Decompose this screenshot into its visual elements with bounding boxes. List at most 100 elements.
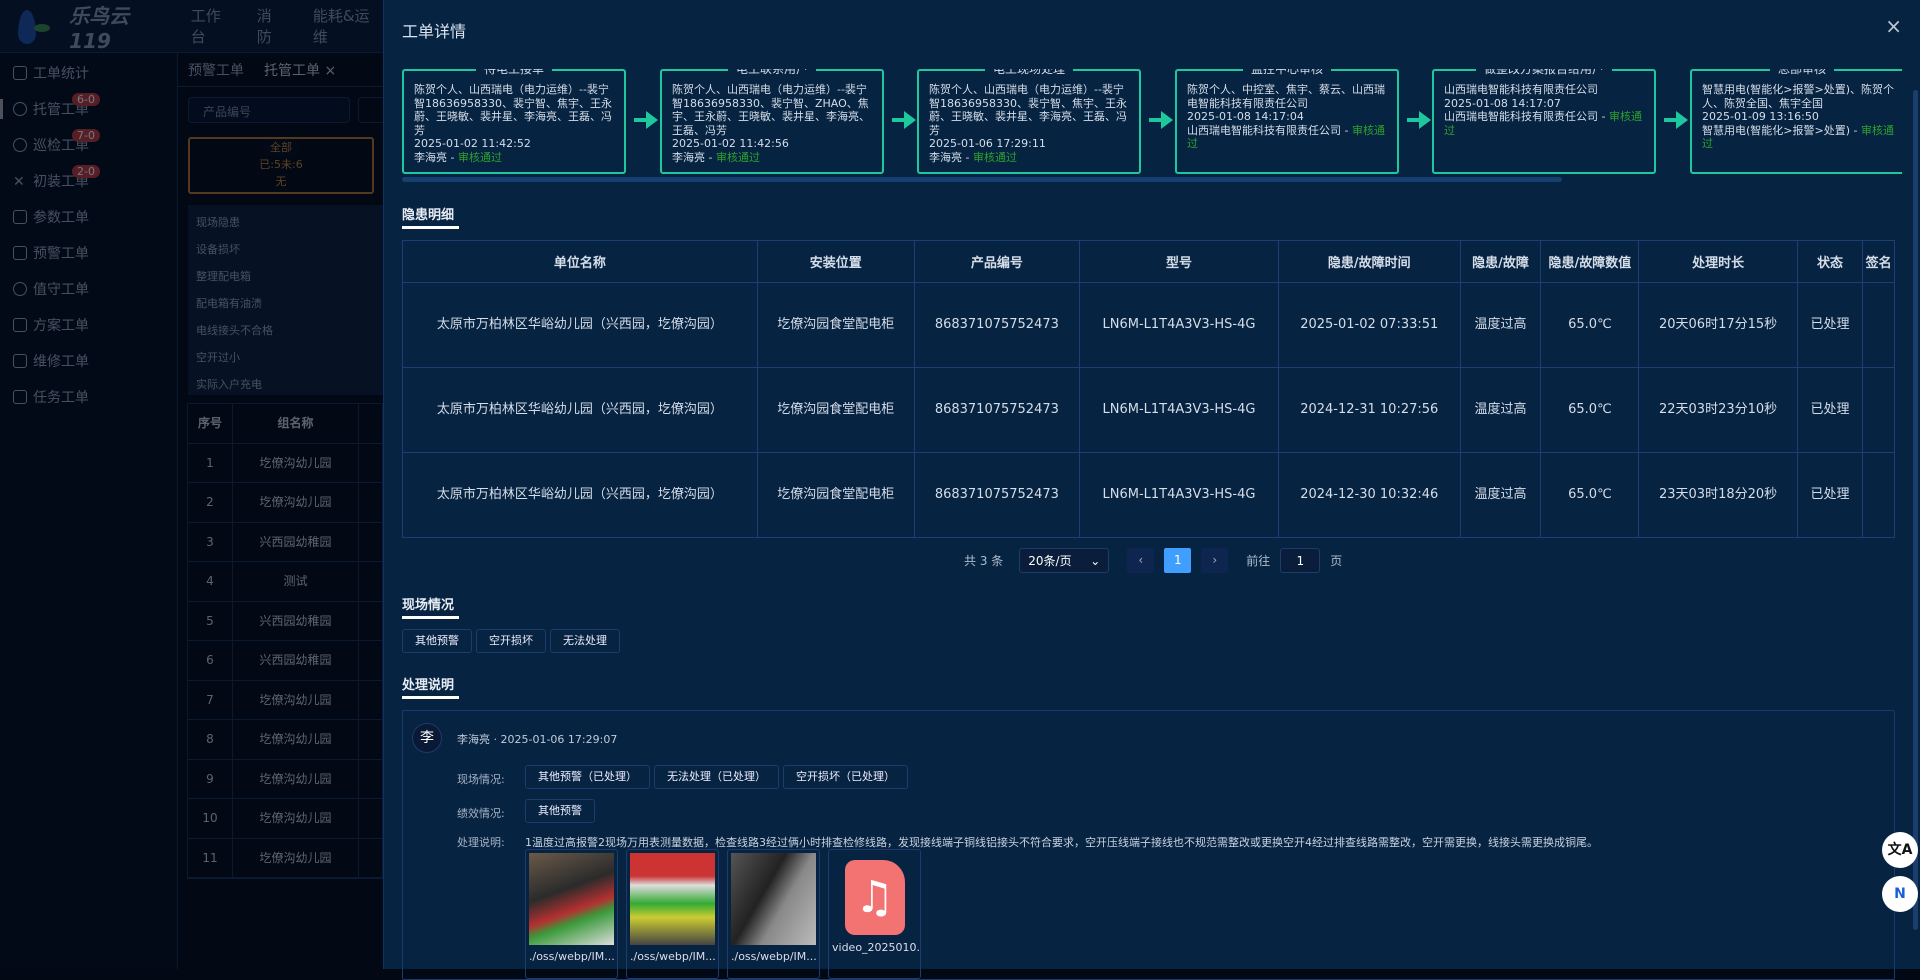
step-time: 2025-01-02 11:42:52 [414, 137, 531, 150]
cell-index: 7 [188, 680, 233, 719]
page-1-button[interactable]: 1 [1164, 548, 1192, 573]
step-title: 待电工接单 [475, 69, 552, 76]
step-result: 山西瑞电智能科技有限责任公司 - 审核通过 [1444, 110, 1644, 137]
table-cell: 太原市万柏林区华峪幼儿园（兴西园，圪僚沟园） [402, 282, 758, 368]
photo [731, 853, 816, 945]
category-item[interactable]: 电线接头不合格 [196, 324, 273, 337]
column-header: 安装位置 [756, 240, 915, 283]
prev-page-button[interactable]: ‹ [1127, 548, 1155, 573]
step-title: 监控中心审核 [1242, 69, 1331, 76]
step-title: 做整改方案报告给用户 [1475, 69, 1612, 76]
scene-tags: 其他预警 空开损坏 无法处理 [402, 629, 624, 653]
category-item[interactable]: 空开过小 [196, 351, 240, 364]
video-attachment[interactable]: ♫ video_2025010... [828, 849, 921, 979]
step-card: 做整改方案报告给用户 山西瑞电智能科技有限责任公司 2025-01-08 14:17… [1432, 69, 1656, 174]
table-row[interactable]: 3 兴西园幼稚园 [188, 522, 382, 562]
table-cell: 已处理 [1796, 367, 1864, 453]
step-people: 陈贺个人、山西瑞电（电力运维）--裴宁智18636958330、裴宁智、焦宇、王… [929, 83, 1127, 137]
nav-fire[interactable]: 消 防 [256, 7, 272, 46]
edit-icon [13, 318, 27, 332]
table-row[interactable]: 9 圪僚沟幼儿园 [188, 759, 382, 799]
label: 初装工单 [33, 174, 89, 190]
goto-label: 前往 [1246, 554, 1271, 568]
sidebar-item-params[interactable]: 参数工单 [0, 199, 177, 235]
label: 巡检工单 [33, 138, 89, 154]
clock-icon [13, 282, 27, 296]
category-item[interactable]: 实际入户充电 [196, 378, 262, 391]
sidebar-item-duty[interactable]: 值守工单 [0, 271, 177, 307]
sidebar-item-inspection[interactable]: 巡检工单 7-0 [0, 127, 177, 163]
step-title: 电工联系用户 [727, 69, 816, 76]
file-name: ./oss/webp/IM... [630, 950, 716, 963]
plugin-icon[interactable]: N [1882, 876, 1918, 912]
process-description: 1温度过高报警2现场万用表测量数据，检查线路3经过俩小时排查检修线路，发现接线端… [525, 836, 1598, 849]
table-row[interactable]: 10 圪僚沟幼儿园 [188, 799, 382, 839]
image-attachment[interactable]: ./oss/webp/IM... [727, 849, 820, 979]
sidebar-item-install[interactable]: ✕ 初装工单 2-0 [0, 163, 177, 199]
step-people: 陈贺个人、山西瑞电（电力运维）--裴宁智18636958330、裴宁智、ZHAO… [672, 83, 870, 137]
cell-group: 圪僚沟幼儿园 [233, 759, 359, 798]
cell-group: 兴西园幼稚园 [233, 522, 359, 561]
table-cell [1862, 282, 1895, 368]
step-card: 电工联系用户陈贺个人、山西瑞电（电力运维）--裴宁智18636958330、裴宁… [660, 69, 884, 174]
table-row[interactable]: 2 圪僚沟幼儿园 [188, 483, 382, 523]
tab-managed[interactable]: 托管工单 × [264, 60, 336, 80]
category-item[interactable]: 整理配电箱 [196, 270, 251, 283]
section-scene: 现场情况 [402, 594, 460, 619]
cell-index: 6 [188, 641, 233, 680]
next-page-button[interactable]: › [1201, 548, 1229, 573]
label: 维修工单 [33, 354, 89, 370]
table-row[interactable]: 4 测试 [188, 562, 382, 602]
repair-icon [13, 354, 27, 368]
image-attachment[interactable]: ./oss/webp/IM... [525, 849, 618, 979]
table-cell: 65.0℃ [1540, 282, 1640, 368]
nav-energy[interactable]: 能耗&运维 [312, 7, 370, 46]
page-size-value: 20条/页 [1028, 554, 1072, 568]
step-actor: 李海亮 - [414, 150, 458, 164]
record-scene-tag: 空开损坏（已处理） [783, 765, 908, 789]
table-row[interactable]: 6 兴西园幼稚园 [188, 641, 382, 681]
table-row[interactable]: 8 圪僚沟幼儿园 [188, 720, 382, 760]
table-row[interactable]: 5 兴西园幼稚园 [188, 601, 382, 641]
table-cell: 2025-01-02 07:33:51 [1277, 282, 1461, 368]
nav-workbench[interactable]: 工作台 [190, 7, 221, 46]
all-title: 全部 [264, 139, 298, 156]
sidebar-item-repair[interactable]: 维修工单 [0, 343, 177, 379]
image-attachment[interactable]: ./oss/webp/IM... [626, 849, 719, 979]
table-cell: 2024-12-30 10:32:46 [1277, 452, 1461, 538]
table-row: 太原市万柏林区华峪幼儿园（兴西园，圪僚沟园） 圪僚沟园食堂配电柜 868371075… [402, 282, 1895, 368]
table-cell: 太原市万柏林区华峪幼儿园（兴西园，圪僚沟园） [402, 367, 758, 453]
cell-group: 圪僚沟幼儿园 [233, 443, 359, 482]
table-row: 太原市万柏林区华峪幼儿园（兴西园，圪僚沟园） 圪僚沟园食堂配电柜 868371075… [402, 452, 1895, 538]
page-tabs: 预警工单 托管工单 × [178, 53, 383, 87]
all-extra: 无 [275, 175, 287, 188]
sidebar-item-warning[interactable]: 预警工单 [0, 235, 177, 271]
count-badge: 7-0 [72, 129, 100, 142]
table-cell [1862, 452, 1895, 538]
table-row[interactable]: 7 圪僚沟幼儿园 [188, 680, 382, 720]
goto-page-input[interactable]: 1 [1280, 548, 1321, 573]
arrow-right-icon [892, 111, 916, 129]
cell-index: 11 [188, 838, 233, 877]
table-cell: 已处理 [1796, 282, 1864, 368]
sidebar-item-managed[interactable]: 托管工单 6-0 [0, 91, 177, 127]
close-icon[interactable]: × [1885, 14, 1902, 38]
table-row[interactable]: 1 圪僚沟幼儿园 [188, 443, 382, 483]
product-number-input[interactable]: 产品编号 [188, 97, 350, 123]
steps-scrollbar[interactable] [402, 177, 1562, 182]
category-item[interactable]: 设备损坏 [196, 243, 240, 256]
sidebar-item-plan[interactable]: 方案工单 [0, 307, 177, 343]
table-row[interactable]: 11 圪僚沟幼儿园 [188, 838, 382, 878]
translate-icon[interactable]: 文A [1882, 832, 1918, 868]
page-size-select[interactable]: 20条/页 ⌄ [1019, 548, 1110, 573]
drawer-scrollbar[interactable] [1913, 90, 1918, 930]
all-filter-card[interactable]: 全部 已:5未:6 无 [188, 137, 374, 194]
arrow-right-icon [1664, 111, 1688, 129]
tab-warning[interactable]: 预警工单 [188, 62, 244, 79]
sidebar-item-stats[interactable]: 工单统计 [0, 55, 177, 91]
record-scene-tags: 其他预警（已处理） 无法处理（已处理） 空开损坏（已处理） [525, 765, 912, 789]
category-item[interactable]: 现场隐患 [196, 216, 240, 229]
category-item[interactable]: 配电箱有油渍 [196, 297, 262, 310]
close-icon[interactable]: × [324, 62, 337, 79]
sidebar-item-task[interactable]: 任务工单 [0, 379, 177, 415]
